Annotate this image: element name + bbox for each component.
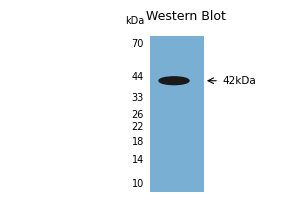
Text: Western Blot: Western Blot — [146, 10, 226, 23]
Text: 14: 14 — [132, 155, 144, 165]
Text: kDa: kDa — [125, 16, 144, 26]
Text: 70: 70 — [132, 39, 144, 49]
Text: 44: 44 — [132, 72, 144, 82]
Text: 10: 10 — [132, 179, 144, 189]
Ellipse shape — [159, 77, 189, 85]
Text: 33: 33 — [132, 93, 144, 103]
Text: 18: 18 — [132, 137, 144, 147]
Text: 26: 26 — [132, 110, 144, 120]
Text: 22: 22 — [131, 122, 144, 132]
Text: 42kDa: 42kDa — [222, 76, 256, 86]
Bar — [150, 36, 204, 192]
